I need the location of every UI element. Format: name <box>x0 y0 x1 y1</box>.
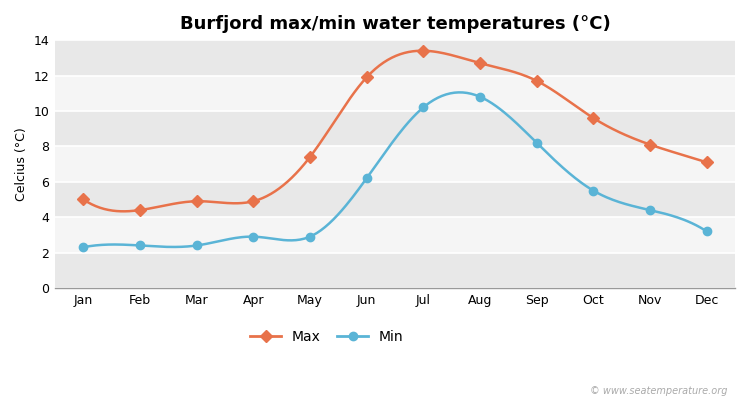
Y-axis label: Celcius (°C): Celcius (°C) <box>15 127 28 201</box>
Bar <box>55 252 735 288</box>
Bar <box>55 76 735 111</box>
Legend: Max, Min: Max, Min <box>244 325 410 350</box>
Bar <box>55 217 735 252</box>
Title: Burfjord max/min water temperatures (°C): Burfjord max/min water temperatures (°C) <box>179 15 610 33</box>
Bar <box>55 146 735 182</box>
Bar <box>55 40 735 76</box>
Bar <box>55 182 735 217</box>
Text: © www.seatemperature.org: © www.seatemperature.org <box>590 386 728 396</box>
Bar <box>55 111 735 146</box>
